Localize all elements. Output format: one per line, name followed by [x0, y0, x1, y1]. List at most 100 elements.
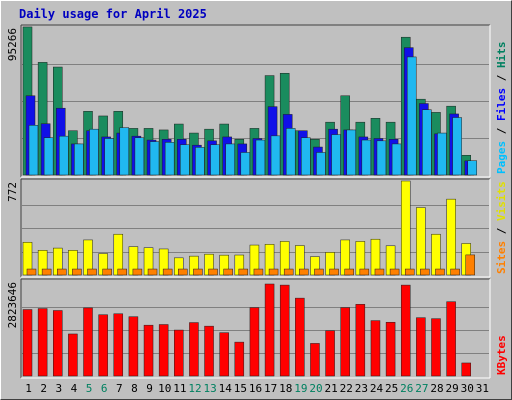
legend-separator: / — [495, 221, 508, 241]
bar-kbytes-day-3 — [53, 310, 63, 377]
bar-kbytes-day-21 — [325, 330, 335, 377]
bar-kbytes-day-18 — [279, 284, 290, 377]
bar-pages-day-1 — [28, 125, 39, 176]
bar-kbytes-day-4 — [68, 333, 78, 377]
bar-kbytes-day-30 — [461, 362, 471, 377]
bar-kbytes-day-5 — [83, 307, 93, 377]
bar-pages-day-29 — [452, 117, 462, 176]
axis-legend: Sites / Visits — [495, 181, 508, 274]
bar-kbytes-day-20 — [310, 343, 320, 377]
axis-max-label: 2823646 — [6, 282, 19, 328]
bar-pages-day-10 — [164, 142, 175, 176]
bar-sites-day-22 — [344, 268, 354, 276]
day-label-16: 16 — [249, 382, 262, 395]
bar-pages-day-4 — [74, 143, 84, 176]
legend-entry: Files — [495, 88, 508, 121]
bar-pages-day-2 — [43, 137, 54, 176]
bar-kbytes-day-13 — [204, 325, 214, 377]
bar-sites-day-18 — [283, 268, 294, 276]
bar-pages-day-24 — [376, 140, 387, 176]
bar-pages-day-8 — [134, 137, 145, 176]
bar-pages-day-19 — [301, 137, 311, 176]
legend-entry: Hits — [495, 42, 508, 69]
bar-visits-day-27 — [416, 207, 426, 276]
bar-kbytes-day-11 — [174, 329, 184, 377]
bar-sites-day-7 — [117, 268, 128, 276]
bar-kbytes-day-17 — [264, 283, 275, 377]
bar-sites-day-17 — [268, 268, 279, 276]
bar-pages-day-7 — [119, 127, 130, 176]
bar-kbytes-day-9 — [143, 324, 154, 377]
day-label-4: 4 — [71, 382, 78, 395]
bar-sites-day-13 — [208, 268, 218, 276]
bar-kbytes-day-26 — [400, 284, 411, 377]
day-label-26: 26 — [400, 382, 413, 395]
axis-legend: Pages / Files / Hits — [495, 42, 508, 175]
bar-kbytes-day-6 — [98, 314, 108, 377]
bar-kbytes-day-15 — [234, 341, 245, 377]
day-label-28: 28 — [430, 382, 443, 395]
bar-sites-day-26 — [404, 268, 415, 276]
bar-pages-day-5 — [89, 128, 99, 176]
bar-sites-day-25 — [389, 268, 400, 276]
bar-kbytes-day-19 — [295, 297, 305, 377]
legend-separator: / — [495, 68, 508, 88]
bar-pages-day-16 — [255, 139, 266, 176]
day-label-22: 22 — [340, 382, 353, 395]
panel-requests: 95266 Pages / Files / Hits — [6, 24, 508, 178]
day-label-8: 8 — [131, 382, 138, 395]
bar-pages-day-23 — [361, 139, 372, 176]
bar-kbytes-day-10 — [158, 324, 169, 377]
bar-pages-day-18 — [285, 128, 296, 176]
axis-max-label: 95266 — [6, 28, 19, 61]
day-label-2: 2 — [40, 382, 47, 395]
bar-kbytes-day-23 — [355, 304, 366, 377]
bar-sites-day-30 — [465, 254, 475, 276]
chart-title: Daily usage for April 2025 — [19, 7, 207, 21]
day-label-11: 11 — [173, 382, 186, 395]
axis-max-label: 772 — [6, 182, 19, 202]
bar-pages-day-13 — [210, 144, 220, 176]
legend-entry: Pages — [495, 141, 508, 174]
bar-pages-day-12 — [195, 147, 205, 176]
bar-sites-day-23 — [359, 268, 370, 276]
day-label-17: 17 — [264, 382, 277, 395]
day-label-31: 31 — [476, 382, 489, 395]
bar-sites-day-16 — [253, 268, 264, 276]
day-label-3: 3 — [56, 382, 63, 395]
bar-pages-day-14 — [225, 143, 235, 176]
bar-kbytes-day-16 — [249, 307, 260, 377]
bar-pages-day-21 — [331, 134, 341, 176]
bar-sites-day-20 — [314, 268, 324, 276]
bar-pages-day-26 — [406, 56, 417, 176]
day-label-30: 30 — [461, 382, 474, 395]
bar-sites-day-14 — [223, 268, 233, 276]
bar-sites-day-24 — [374, 268, 385, 276]
bar-kbytes-day-27 — [416, 317, 426, 377]
bar-kbytes-day-29 — [446, 301, 456, 377]
legend-separator: / — [495, 121, 508, 141]
day-label-25: 25 — [385, 382, 398, 395]
bar-kbytes-day-14 — [219, 332, 229, 377]
day-label-23: 23 — [355, 382, 368, 395]
bar-kbytes-day-28 — [431, 318, 441, 377]
bar-visits-day-26 — [400, 180, 411, 276]
bar-pages-day-17 — [270, 135, 281, 176]
bar-sites-day-10 — [162, 268, 173, 276]
bar-pages-day-25 — [391, 143, 402, 176]
bar-pages-day-3 — [59, 135, 69, 176]
bar-kbytes-day-24 — [370, 320, 381, 377]
bar-sites-day-19 — [299, 268, 309, 276]
bar-pages-day-15 — [240, 152, 251, 176]
bar-sites-day-11 — [178, 268, 188, 276]
bar-sites-day-8 — [132, 268, 143, 276]
day-label-6: 6 — [101, 382, 108, 395]
bar-sites-day-1 — [26, 268, 37, 276]
bar-kbytes-day-8 — [128, 316, 139, 377]
day-label-19: 19 — [294, 382, 307, 395]
day-label-14: 14 — [219, 382, 233, 395]
day-label-18: 18 — [279, 382, 292, 395]
bar-pages-day-28 — [437, 132, 447, 176]
day-label-10: 10 — [158, 382, 171, 395]
